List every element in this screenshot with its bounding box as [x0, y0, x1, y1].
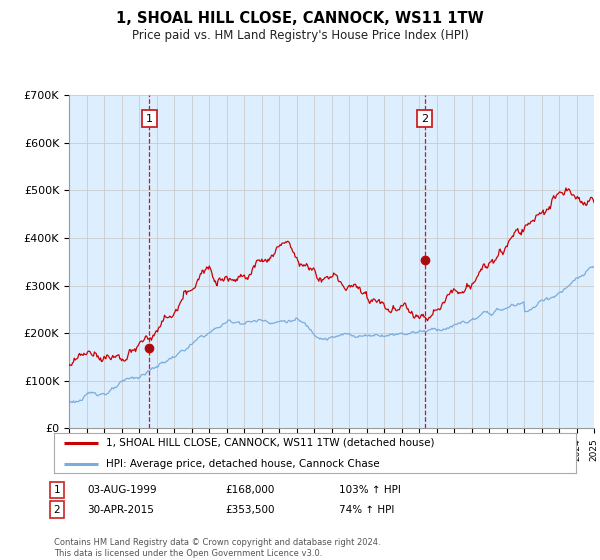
- Text: HPI: Average price, detached house, Cannock Chase: HPI: Average price, detached house, Cann…: [106, 459, 380, 469]
- Text: 30-APR-2015: 30-APR-2015: [87, 505, 154, 515]
- Text: £353,500: £353,500: [225, 505, 275, 515]
- Text: £168,000: £168,000: [225, 485, 274, 495]
- Text: 2: 2: [53, 505, 61, 515]
- Text: 1: 1: [146, 114, 152, 124]
- Text: 2: 2: [421, 114, 428, 124]
- Text: 1, SHOAL HILL CLOSE, CANNOCK, WS11 1TW (detached house): 1, SHOAL HILL CLOSE, CANNOCK, WS11 1TW (…: [106, 437, 434, 447]
- Text: 03-AUG-1999: 03-AUG-1999: [87, 485, 157, 495]
- Text: 74% ↑ HPI: 74% ↑ HPI: [339, 505, 394, 515]
- Text: Price paid vs. HM Land Registry's House Price Index (HPI): Price paid vs. HM Land Registry's House …: [131, 29, 469, 42]
- Text: 1: 1: [53, 485, 61, 495]
- Text: 1, SHOAL HILL CLOSE, CANNOCK, WS11 1TW: 1, SHOAL HILL CLOSE, CANNOCK, WS11 1TW: [116, 11, 484, 26]
- Text: Contains HM Land Registry data © Crown copyright and database right 2024.
This d: Contains HM Land Registry data © Crown c…: [54, 538, 380, 558]
- Text: 103% ↑ HPI: 103% ↑ HPI: [339, 485, 401, 495]
